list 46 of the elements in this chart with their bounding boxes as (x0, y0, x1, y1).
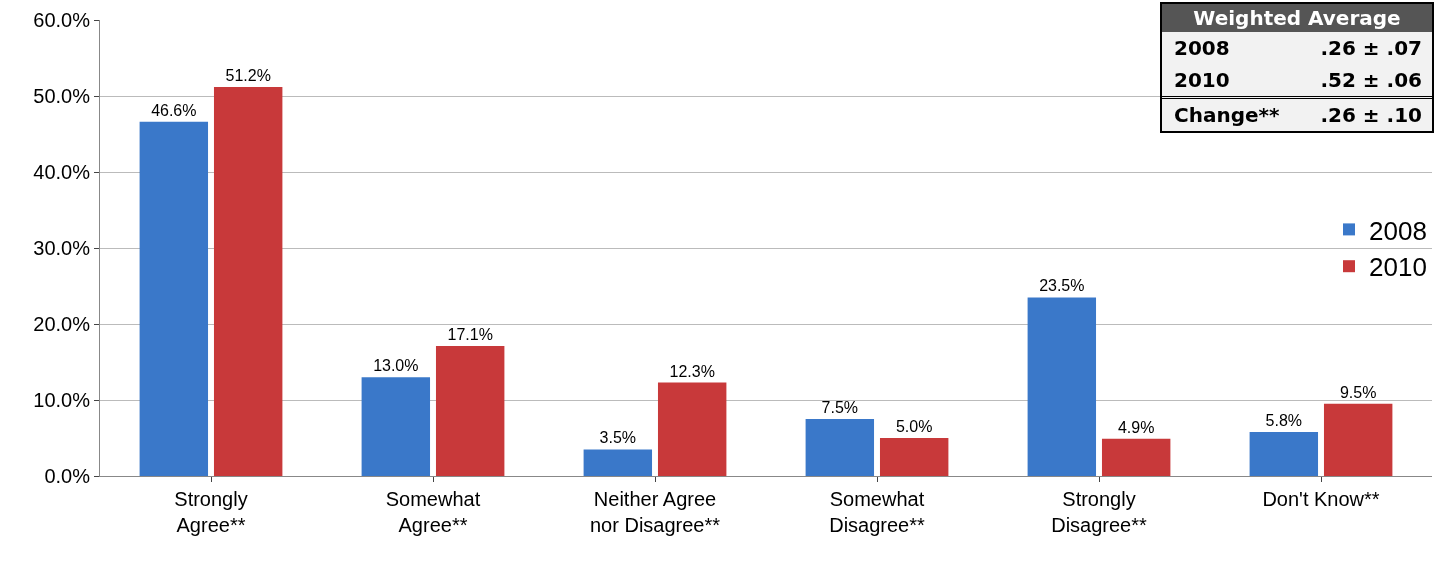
bar (361, 377, 431, 476)
legend-label: 2010 (1369, 252, 1427, 283)
data-label: 12.3% (669, 362, 715, 380)
annotation: 2010 (1174, 68, 1230, 92)
bar (435, 346, 505, 476)
data-label: 5.8% (1265, 411, 1303, 429)
bar (879, 438, 949, 476)
annotation: Change** (1174, 103, 1280, 127)
data-label: 7.5% (821, 399, 859, 416)
data-label: 5.0% (895, 418, 933, 435)
legend-label: 2008 (1369, 215, 1427, 246)
data-label: 4.9% (1117, 418, 1155, 436)
x-tick-label: Somewhat Disagree** (829, 488, 926, 536)
bar (805, 419, 875, 476)
data-label: 23.5% (1039, 277, 1085, 295)
bar (1101, 438, 1171, 476)
annotation: 2008 (1174, 36, 1230, 60)
y-tick-label: 30.0% (33, 237, 91, 259)
x-tick-label: Strongly Disagree** (1051, 488, 1148, 536)
y-tick-label: 10.0% (33, 389, 91, 411)
y-tick-label: 20.0% (33, 313, 91, 335)
bar (213, 86, 283, 476)
data-label: 51.2% (225, 66, 271, 84)
data-label: 46.6% (151, 101, 197, 119)
data-label: 13.0% (373, 357, 419, 375)
data-label: 17.1% (447, 326, 493, 344)
x-tick-label: Somewhat Agree** (385, 488, 481, 536)
bar (139, 121, 209, 476)
data-label: 9.5% (1339, 383, 1377, 401)
x-tick-label: Strongly Agree** (174, 488, 248, 536)
annotation: .26 ± .07 (1320, 36, 1422, 60)
annotation: Weighted Average (1162, 4, 1432, 32)
y-tick-label: 40.0% (33, 161, 91, 183)
bar (657, 382, 727, 476)
x-tick-label: Neither Agree nor Disagree** (589, 488, 721, 536)
bar (1323, 403, 1393, 476)
data-label: 3.5% (599, 429, 637, 447)
y-tick-label: 60.0% (33, 9, 91, 31)
bar (1249, 431, 1319, 476)
annotation: .26 ± .10 (1320, 103, 1422, 127)
bar (583, 449, 653, 476)
y-tick-label: 50.0% (33, 85, 91, 107)
x-tick-label: Don't Know** (1262, 488, 1380, 510)
bar (1027, 297, 1097, 476)
annotation: .52 ± .06 (1320, 68, 1422, 92)
y-tick-label: 0.0% (44, 465, 91, 487)
